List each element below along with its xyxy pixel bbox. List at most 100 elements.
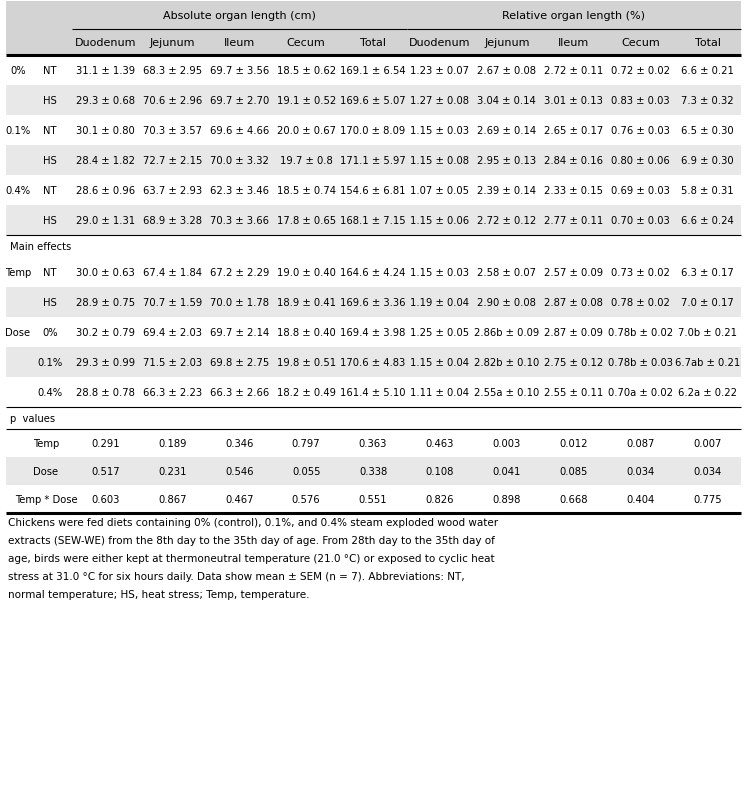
Text: Main effects: Main effects: [10, 242, 71, 251]
Text: 1.15 ± 0.06: 1.15 ± 0.06: [410, 216, 470, 226]
Text: 0.085: 0.085: [560, 467, 588, 476]
Text: 169.1 ± 6.54: 169.1 ± 6.54: [340, 66, 406, 76]
Bar: [6, 407, 741, 430]
Text: 0.72 ± 0.02: 0.72 ± 0.02: [611, 66, 670, 76]
Text: 154.6 ± 6.81: 154.6 ± 6.81: [341, 185, 406, 196]
Text: 0.551: 0.551: [359, 495, 388, 504]
Text: 0.76 ± 0.03: 0.76 ± 0.03: [611, 126, 670, 136]
Text: 0.1%: 0.1%: [37, 357, 63, 368]
Text: 69.8 ± 2.75: 69.8 ± 2.75: [210, 357, 269, 368]
Text: 6.7ab ± 0.21: 6.7ab ± 0.21: [675, 357, 740, 368]
Text: 0.012: 0.012: [560, 438, 588, 448]
Text: 70.6 ± 2.96: 70.6 ± 2.96: [143, 96, 202, 106]
Text: HS: HS: [43, 96, 57, 106]
Text: 66.3 ± 2.66: 66.3 ± 2.66: [210, 388, 269, 397]
Bar: [6, 146, 741, 176]
Text: 0.517: 0.517: [91, 467, 120, 476]
Text: 0.034: 0.034: [627, 467, 655, 476]
Text: 0.4%: 0.4%: [5, 185, 31, 196]
Text: 1.15 ± 0.08: 1.15 ± 0.08: [410, 156, 469, 165]
Text: 2.65 ± 0.17: 2.65 ± 0.17: [544, 126, 604, 136]
Text: 2.82b ± 0.10: 2.82b ± 0.10: [474, 357, 539, 368]
Bar: [6, 485, 741, 513]
Text: 0.867: 0.867: [158, 495, 187, 504]
Text: 2.90 ± 0.08: 2.90 ± 0.08: [477, 298, 536, 308]
Text: 6.3 ± 0.17: 6.3 ± 0.17: [681, 267, 734, 278]
Bar: [6, 2, 741, 30]
Text: 0.1%: 0.1%: [5, 126, 31, 136]
Text: 29.3 ± 0.99: 29.3 ± 0.99: [76, 357, 135, 368]
Text: 0.80 ± 0.06: 0.80 ± 0.06: [611, 156, 670, 165]
Text: 2.77 ± 0.11: 2.77 ± 0.11: [544, 216, 604, 226]
Text: Relative organ length (%): Relative organ length (%): [502, 11, 645, 21]
Text: 28.4 ± 1.82: 28.4 ± 1.82: [76, 156, 135, 165]
Text: NT: NT: [43, 185, 57, 196]
Text: Absolute organ length (cm): Absolute organ length (cm): [163, 11, 316, 21]
Text: 6.9 ± 0.30: 6.9 ± 0.30: [681, 156, 734, 165]
Text: 69.7 ± 2.70: 69.7 ± 2.70: [210, 96, 269, 106]
Text: 69.7 ± 2.14: 69.7 ± 2.14: [210, 328, 269, 337]
Text: 72.7 ± 2.15: 72.7 ± 2.15: [143, 156, 202, 165]
Bar: [6, 287, 741, 318]
Text: HS: HS: [43, 156, 57, 165]
Bar: [6, 258, 741, 287]
Text: Cecum: Cecum: [622, 38, 660, 48]
Text: 18.2 ± 0.49: 18.2 ± 0.49: [276, 388, 335, 397]
Text: 0.4%: 0.4%: [37, 388, 63, 397]
Text: 68.9 ± 3.28: 68.9 ± 3.28: [143, 216, 202, 226]
Text: 1.15 ± 0.03: 1.15 ± 0.03: [410, 267, 469, 278]
Text: Jejunum: Jejunum: [484, 38, 530, 48]
Text: NT: NT: [43, 126, 57, 136]
Text: 19.1 ± 0.52: 19.1 ± 0.52: [276, 96, 335, 106]
Text: 67.4 ± 1.84: 67.4 ± 1.84: [143, 267, 202, 278]
Text: 0.70a ± 0.02: 0.70a ± 0.02: [608, 388, 673, 397]
Text: 1.25 ± 0.05: 1.25 ± 0.05: [410, 328, 470, 337]
Text: 0.603: 0.603: [91, 495, 120, 504]
Text: 0.78b ± 0.03: 0.78b ± 0.03: [608, 357, 673, 368]
Text: 2.95 ± 0.13: 2.95 ± 0.13: [477, 156, 536, 165]
Text: 18.8 ± 0.40: 18.8 ± 0.40: [277, 328, 335, 337]
Bar: [6, 236, 741, 258]
Text: 0.003: 0.003: [493, 438, 521, 448]
Text: Ileum: Ileum: [558, 38, 589, 48]
Bar: [6, 206, 741, 236]
Text: 20.0 ± 0.67: 20.0 ± 0.67: [276, 126, 335, 136]
Text: 164.6 ± 4.24: 164.6 ± 4.24: [341, 267, 406, 278]
Text: 0.055: 0.055: [292, 467, 320, 476]
Text: 1.07 ± 0.05: 1.07 ± 0.05: [410, 185, 469, 196]
Text: 70.0 ± 1.78: 70.0 ± 1.78: [210, 298, 269, 308]
Text: HS: HS: [43, 216, 57, 226]
Text: Dose: Dose: [5, 328, 31, 337]
Text: 7.3 ± 0.32: 7.3 ± 0.32: [681, 96, 734, 106]
Text: 71.5 ± 2.03: 71.5 ± 2.03: [143, 357, 202, 368]
Text: 0.467: 0.467: [225, 495, 253, 504]
Text: 69.7 ± 3.56: 69.7 ± 3.56: [210, 66, 269, 76]
Text: 2.87 ± 0.08: 2.87 ± 0.08: [545, 298, 603, 308]
Text: 18.9 ± 0.41: 18.9 ± 0.41: [276, 298, 335, 308]
Text: 6.2a ± 0.22: 6.2a ± 0.22: [678, 388, 737, 397]
Text: 28.9 ± 0.75: 28.9 ± 0.75: [76, 298, 135, 308]
Text: 0.007: 0.007: [693, 438, 722, 448]
Text: 18.5 ± 0.74: 18.5 ± 0.74: [276, 185, 335, 196]
Text: 17.8 ± 0.65: 17.8 ± 0.65: [276, 216, 335, 226]
Text: 0.108: 0.108: [426, 467, 454, 476]
Text: Duodenum: Duodenum: [409, 38, 471, 48]
Text: 30.2 ± 0.79: 30.2 ± 0.79: [76, 328, 135, 337]
Text: 66.3 ± 2.23: 66.3 ± 2.23: [143, 388, 202, 397]
Text: 2.84 ± 0.16: 2.84 ± 0.16: [545, 156, 604, 165]
Text: 170.6 ± 4.83: 170.6 ± 4.83: [341, 357, 406, 368]
Text: 0.73 ± 0.02: 0.73 ± 0.02: [611, 267, 670, 278]
Text: p  values: p values: [10, 414, 55, 423]
Text: 0.231: 0.231: [158, 467, 187, 476]
Text: normal temperature; HS, heat stress; Temp, temperature.: normal temperature; HS, heat stress; Tem…: [8, 589, 309, 599]
Text: Chickens were fed diets containing 0% (control), 0.1%, and 0.4% steam exploded w: Chickens were fed diets containing 0% (c…: [8, 517, 498, 528]
Text: 0.404: 0.404: [627, 495, 655, 504]
Text: 0.826: 0.826: [426, 495, 454, 504]
Text: 63.7 ± 2.93: 63.7 ± 2.93: [143, 185, 202, 196]
Bar: [6, 176, 741, 206]
Text: 2.55a ± 0.10: 2.55a ± 0.10: [474, 388, 539, 397]
Text: 161.4 ± 5.10: 161.4 ± 5.10: [341, 388, 406, 397]
Text: stress at 31.0 °C for six hours daily. Data show mean ± SEM (n = 7). Abbreviatio: stress at 31.0 °C for six hours daily. D…: [8, 571, 465, 581]
Text: 2.72 ± 0.12: 2.72 ± 0.12: [477, 216, 536, 226]
Text: 169.4 ± 3.98: 169.4 ± 3.98: [341, 328, 406, 337]
